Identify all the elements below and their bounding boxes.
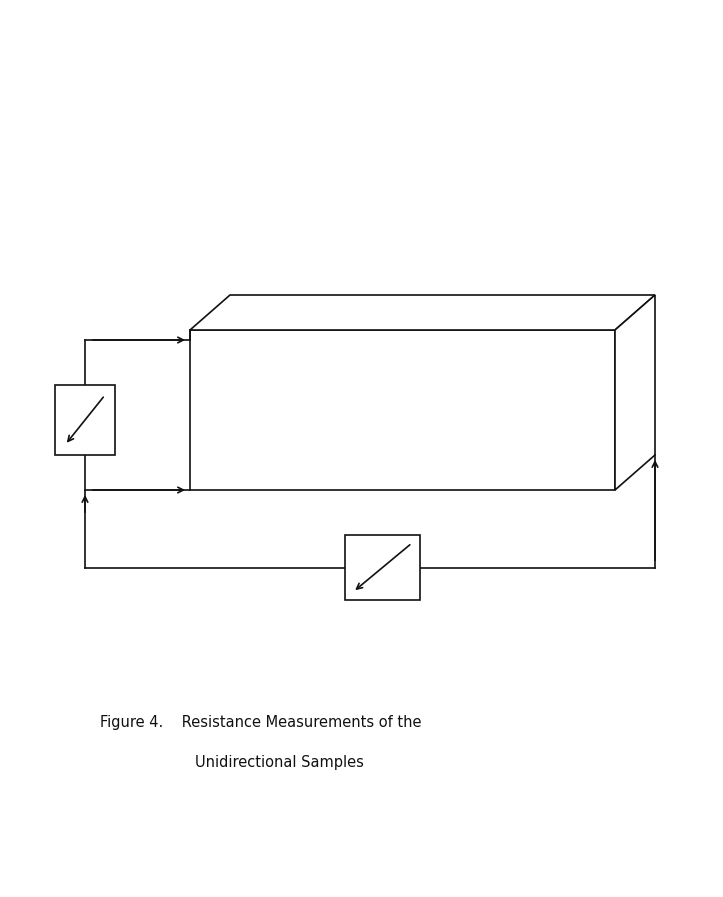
Polygon shape — [615, 295, 655, 490]
Polygon shape — [55, 385, 115, 455]
Polygon shape — [190, 295, 655, 330]
Text: Figure 4.    Resistance Measurements of the: Figure 4. Resistance Measurements of the — [100, 715, 422, 730]
Polygon shape — [190, 330, 615, 490]
Text: Unidirectional Samples: Unidirectional Samples — [195, 755, 364, 770]
Polygon shape — [345, 535, 420, 600]
